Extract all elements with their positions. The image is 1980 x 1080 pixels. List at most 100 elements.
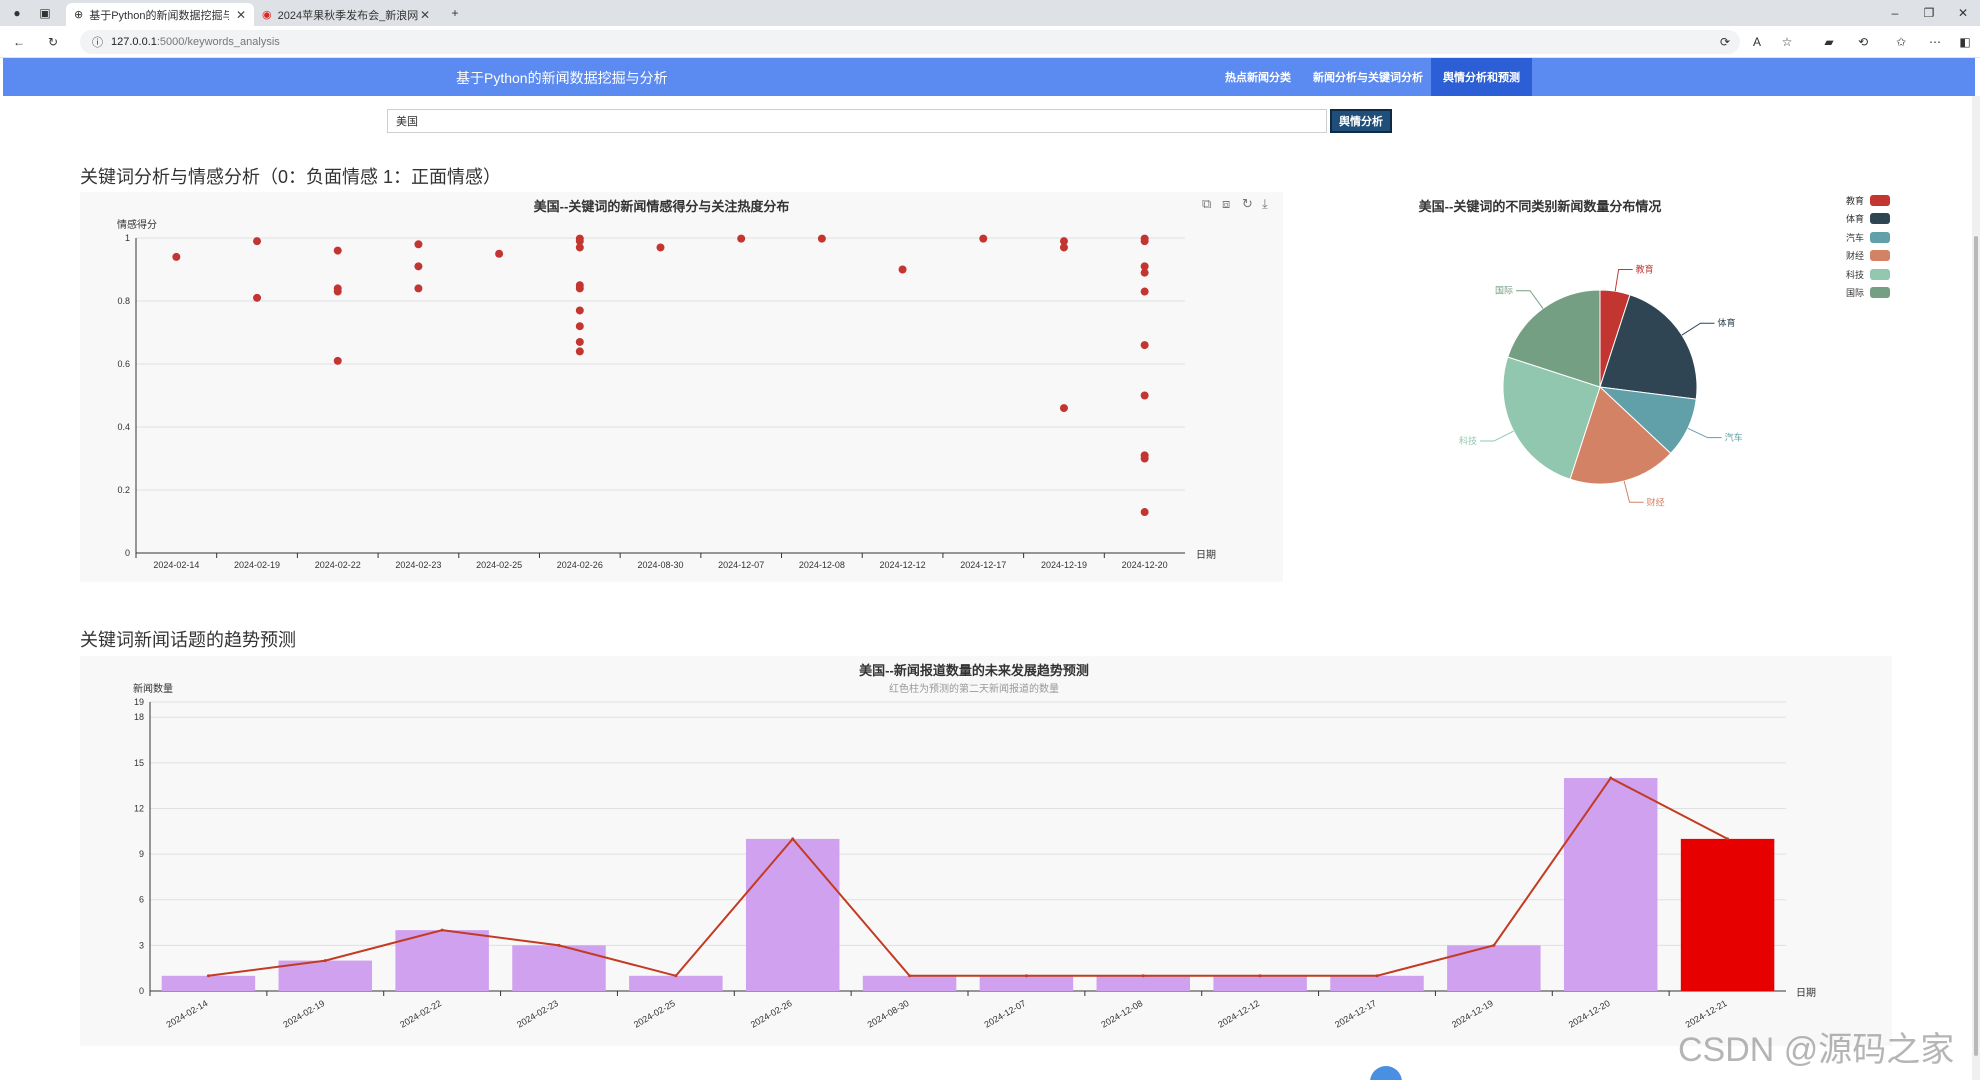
scatter-point <box>575 322 584 331</box>
scatter-point <box>333 246 342 255</box>
pie-chart-panel: 美国--关键词的不同类别新闻数量分布情况 教育 体育 汽车 财经 科技 国际 教育 体育 汽车… <box>1300 192 1900 522</box>
pie-slice-label: 科技 <box>1459 435 1477 446</box>
pie-label-line <box>1687 427 1722 439</box>
bar-y-axis-name: 新闻数量 <box>133 684 173 695</box>
scrollbar-thumb[interactable] <box>1974 236 1978 1056</box>
trend-line-point <box>440 928 444 932</box>
bar-x-tick-label: 2024-12-17 <box>1333 998 1378 1030</box>
close-window-button[interactable]: ✕ <box>1957 6 1969 20</box>
pie-legend-label: 国际 <box>1846 288 1865 298</box>
pie-legend-swatch <box>1870 231 1890 243</box>
scatter-x-tick-label: 2024-02-25 <box>476 560 522 570</box>
pie-legend-item[interactable]: 科技 <box>1846 268 1890 280</box>
pie-slice <box>1507 289 1601 388</box>
bar <box>979 975 1074 991</box>
pie-legend-label: 汽车 <box>1846 232 1865 243</box>
scatter-point <box>575 347 584 356</box>
pie-label-line <box>1614 268 1633 292</box>
extension-icon[interactable]: ▰ <box>1824 35 1834 49</box>
minimize-button[interactable]: – <box>1891 6 1899 20</box>
restore-button[interactable]: ❐ <box>1923 6 1935 20</box>
bar-y-tick-label: 3 <box>139 940 144 950</box>
nav-sentiment-prediction[interactable]: 舆情分析和预测 <box>1431 58 1532 96</box>
pie-slice-label: 汽车 <box>1725 432 1743 443</box>
pie-legend-item[interactable]: 体育 <box>1846 213 1890 225</box>
nav-hot-news-classification[interactable]: 热点新闻分类 <box>1225 72 1291 84</box>
bar-x-tick-label: 2024-02-25 <box>632 998 677 1030</box>
scatter-plot: 0 0.2 0.4 0.6 0.8 1 2024-02-14 2024-02-19 2024-0… <box>117 233 1185 570</box>
sync-icon[interactable]: ⟲ <box>1857 35 1869 49</box>
scatter-point <box>1059 404 1068 413</box>
scatter-x-tick-label: 2024-02-23 <box>395 560 441 570</box>
scatter-point <box>1059 237 1068 246</box>
pie-legend-item[interactable]: 财经 <box>1846 250 1890 262</box>
close-tab-icon[interactable]: ✕ <box>419 7 430 22</box>
app-navbar: 基于Python的新闻数据挖掘与分析 热点新闻分类 新闻分析与关键词分析 舆情分… <box>3 58 1975 96</box>
predicted-bar <box>1680 838 1775 991</box>
pie-legend-item[interactable]: 国际 <box>1846 287 1890 299</box>
bar <box>161 975 256 991</box>
bar-x-tick-label: 2024-12-07 <box>983 998 1028 1030</box>
pie-legend-item[interactable]: 教育 <box>1846 194 1890 206</box>
bar <box>745 838 840 991</box>
scatter-y-tick-label: 0 <box>125 548 130 558</box>
keyword-search-input[interactable] <box>387 109 1327 133</box>
favorite-icon[interactable]: ☆ <box>1781 35 1793 49</box>
favorites-icon[interactable]: ✩ <box>1895 35 1907 49</box>
read-aloud-icon[interactable]: A <box>1752 35 1761 49</box>
scatter-x-tick-label: 2024-08-30 <box>637 560 683 570</box>
bar-x-tick-label: 2024-02-26 <box>749 998 794 1030</box>
pie-slice-label: 财经 <box>1647 496 1665 507</box>
tab-actions-icon[interactable]: ▣ <box>39 6 51 20</box>
scatter-x-tick-label: 2024-02-22 <box>315 560 361 570</box>
browser-tab[interactable]: ◉ 2024苹果秋季发布会_新浪网 ✕ <box>254 3 438 26</box>
trend-line-point <box>674 974 678 978</box>
bar <box>1447 945 1541 991</box>
sentiment-analysis-button[interactable]: 舆情分析 <box>1330 109 1392 133</box>
pie-legend-swatch <box>1870 268 1890 280</box>
scatter-chart-title: 美国--关键词的新闻情感得分与关注热度分布 <box>533 199 790 214</box>
bar-y-tick-label: 6 <box>139 895 144 905</box>
scatter-point <box>817 234 826 243</box>
browser-tab-active[interactable]: ⊕ 基于Python的新闻数据挖掘与分析 ✕ <box>66 3 254 26</box>
close-tab-icon[interactable]: ✕ <box>235 7 246 22</box>
trend-line-point <box>557 943 561 947</box>
zoom-icon[interactable]: ⧉ <box>1202 196 1212 211</box>
url-path: :5000/keywords_analysis <box>156 36 280 48</box>
back-icon[interactable]: ← <box>13 35 25 49</box>
url-field[interactable]: ⓘ 127.0.0.1:5000/keywords_analysis <box>80 30 1740 54</box>
app-title[interactable]: 基于Python的新闻数据挖掘与分析 <box>456 70 668 86</box>
info-icon: ⓘ <box>92 37 103 49</box>
bar <box>629 975 723 991</box>
sidebar-icon[interactable]: ◧ <box>1959 35 1971 49</box>
translate-icon[interactable]: ⟳ <box>1719 35 1731 49</box>
trend-line-point <box>791 837 795 841</box>
scatter-point <box>979 234 988 243</box>
floating-action-circle[interactable] <box>1370 1066 1402 1080</box>
scatter-point <box>575 306 584 315</box>
nav-news-keyword-analysis[interactable]: 新闻分析与关键词分析 <box>1313 72 1423 84</box>
pie-label-line <box>1516 290 1544 309</box>
bar-x-tick-label: 2024-12-20 <box>1567 998 1612 1030</box>
pie-slice-label: 教育 <box>1636 263 1654 274</box>
scatter-point <box>1140 262 1149 271</box>
scatter-point <box>737 234 746 243</box>
restore-icon[interactable]: ↻ <box>1242 196 1253 211</box>
more-icon[interactable]: ⋯ <box>1929 35 1941 49</box>
download-icon[interactable]: ⤓ <box>1262 196 1268 211</box>
bar-x-tick-label: 2024-08-30 <box>866 998 911 1030</box>
scatter-point <box>656 243 665 252</box>
zoom-reset-icon[interactable]: ⧈ <box>1222 196 1231 211</box>
pie-legend-item[interactable]: 汽车 <box>1846 231 1890 243</box>
bar-x-tick-label: 2024-02-23 <box>515 998 560 1030</box>
bar-x-tick-label: 2024-12-08 <box>1099 998 1144 1030</box>
bar <box>395 930 489 991</box>
bar-x-tick-label: 2024-02-22 <box>398 998 443 1030</box>
reload-icon[interactable]: ↻ <box>47 35 59 49</box>
pie-label-line <box>1681 322 1715 336</box>
scatter-point <box>253 237 262 246</box>
profile-icon[interactable]: ● <box>13 6 21 20</box>
new-tab-button[interactable]: + <box>451 6 459 20</box>
scatter-x-tick-label: 2024-12-20 <box>1122 560 1168 570</box>
